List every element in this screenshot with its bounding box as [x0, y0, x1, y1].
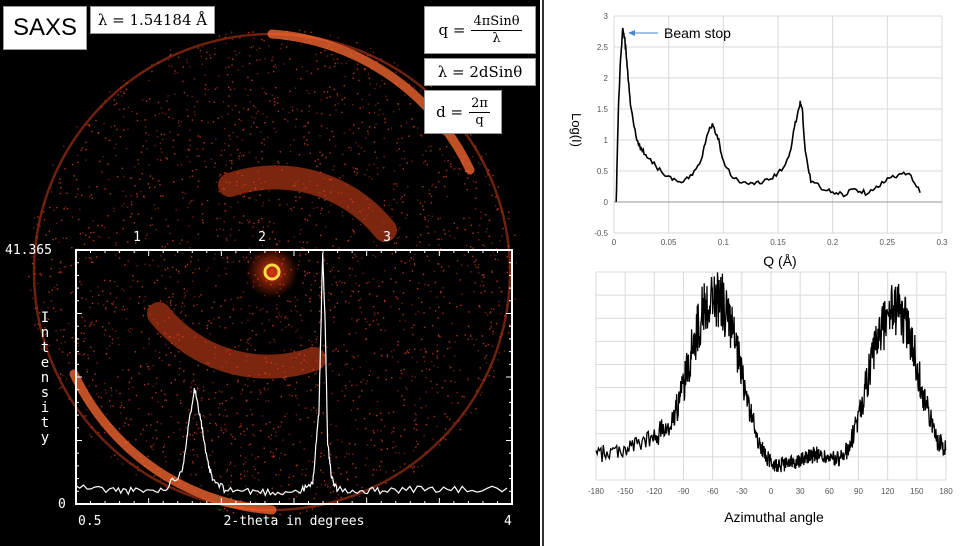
top-tick-3: 3: [383, 230, 391, 245]
azimuth-chart-grid: [595, 271, 947, 481]
azimuth-x-tick-label: -150: [617, 487, 634, 496]
q-y-axis-label: Log(I): [569, 113, 584, 147]
x-axis-label-2theta: 2-theta in degrees: [224, 514, 365, 529]
y-axis-label-char: y: [41, 430, 49, 446]
q-y-tick-label: 1: [604, 136, 609, 145]
y-axis-label-char: e: [41, 355, 49, 371]
y-axis-label-char: i: [41, 400, 49, 416]
series-line-2theta: [75, 252, 508, 498]
formula-q-fraction: 4πSinθ λ: [471, 13, 522, 47]
formula-d-numerator: 2π: [469, 95, 490, 113]
azimuth-x-tick-label: 0: [769, 487, 774, 496]
azimuth-x-tick-label: 180: [939, 487, 953, 496]
y-axis-label-char: I: [41, 310, 49, 326]
azimuth-x-tick-label: 120: [881, 487, 895, 496]
azimuth-x-tick-label: -90: [678, 487, 690, 496]
q-chart-ticks: 0 0.05 0.1 0.15 0.2 0.25 0.3 -0.5 0 0.5 1 1.5 2 2.5 3: [594, 12, 948, 247]
azimuth-chart-ticks: -180 -150 -120 -90 -60 -30 0 30 60 90 120 150 180: [588, 487, 953, 496]
inner-ring-arc-lower: [147, 302, 326, 379]
q-x-tick-label: 0.25: [880, 238, 896, 247]
formula-d-lhs: d =: [436, 103, 464, 121]
azimuth-x-tick-label: 90: [854, 487, 863, 496]
wavelength-label: λ = 1.54184 Å: [90, 6, 215, 34]
q-y-tick-label: 0: [604, 198, 609, 207]
outer-ring-arc-upper: [267, 29, 475, 175]
formula-d-fraction: 2π q: [469, 96, 490, 129]
y-axis-label-char: s: [41, 385, 49, 401]
q-y-tick-label: 0.5: [597, 167, 609, 176]
q-x-tick-label: 0.05: [661, 238, 677, 247]
y-bottom-label: 0: [58, 497, 66, 512]
azimuth-x-tick-label: -30: [736, 487, 748, 496]
saxs-title: SAXS: [3, 6, 87, 50]
formula-q-numerator: 4πSinθ: [471, 13, 522, 31]
saxs-panel: 41.365 0 0.5 4 2-theta in degrees 1 2 3 …: [0, 0, 540, 546]
azimuth-x-tick-label: -60: [707, 487, 719, 496]
q-x-tick-label: 0.2: [827, 238, 839, 247]
azimuth-x-tick-label: 30: [796, 487, 805, 496]
q-x-axis-label: Q (Å): [763, 253, 796, 269]
q-y-tick-label: 3: [604, 12, 609, 21]
top-tick-1: 1: [133, 230, 141, 245]
formula-q-lhs: q =: [438, 21, 466, 39]
y-top-label: 41.365: [5, 243, 52, 258]
profile-charts: 0 0.05 0.1 0.15 0.2 0.25 0.3-0.500.511.522.53 …: [569, 12, 953, 525]
azimuth-x-tick-label: -120: [646, 487, 663, 496]
azimuth-x-tick-label: -180: [588, 487, 605, 496]
beam-stop-annotation: Beam stop: [664, 25, 731, 41]
formula-d: d = 2π q: [424, 90, 502, 134]
q-x-tick-label: 0.3: [936, 238, 948, 247]
beam-stop-arrowhead: [628, 30, 635, 36]
outer-ring-arc-lower: [69, 369, 277, 515]
top-tick-2: 2: [258, 230, 266, 245]
beam-stop-ring: [263, 263, 281, 281]
chart-frame-2theta: [75, 249, 513, 505]
y-axis-label-char: n: [41, 370, 49, 386]
q-chart-grid: [613, 15, 943, 234]
formula-d-denominator: q: [475, 112, 484, 128]
q-x-tick-label: 0.1: [718, 238, 730, 247]
q-x-tick-label: 0: [612, 238, 617, 247]
y-axis-label-char: t: [41, 340, 49, 356]
scatter-speckle: [28, 29, 518, 518]
q-y-tick-label: 2.5: [597, 43, 609, 52]
beam-stop-halo: [246, 246, 298, 298]
saxs-detector-image: 41.365 0 0.5 4 2-theta in degrees 1 2 3 …: [5, 29, 518, 529]
x-tick-max: 4: [504, 514, 512, 529]
profile-charts-panel: 0 0.05 0.1 0.15 0.2 0.25 0.3 -0.5 0 0.5 1 1.5 2 2.5 3 …: [542, 0, 966, 546]
q-y-tick-label: 1.5: [597, 105, 609, 114]
x-tick-min: 0.5: [78, 514, 101, 529]
azimuth-series-line: [595, 272, 947, 473]
y-axis-label-char: t: [41, 415, 49, 431]
q-x-tick-label: 0.15: [770, 238, 786, 247]
q-y-tick-label: 2: [604, 74, 609, 83]
formula-q-denominator: λ: [492, 30, 501, 46]
azimuth-x-axis-label: Azimuthal angle: [724, 509, 824, 525]
q-series-line: [615, 27, 921, 202]
ticks-2theta: [75, 249, 513, 505]
inner-ring-arc-upper: [218, 165, 397, 242]
formula-bragg: λ = 2dSinθ: [424, 58, 536, 86]
y-axis-label-char: n: [41, 325, 49, 341]
azimuth-x-tick-label: 60: [825, 487, 834, 496]
formula-q: q = 4πSinθ λ: [424, 6, 536, 54]
azimuth-x-tick-label: 150: [910, 487, 924, 496]
q-y-tick-label: -0.5: [594, 229, 608, 238]
